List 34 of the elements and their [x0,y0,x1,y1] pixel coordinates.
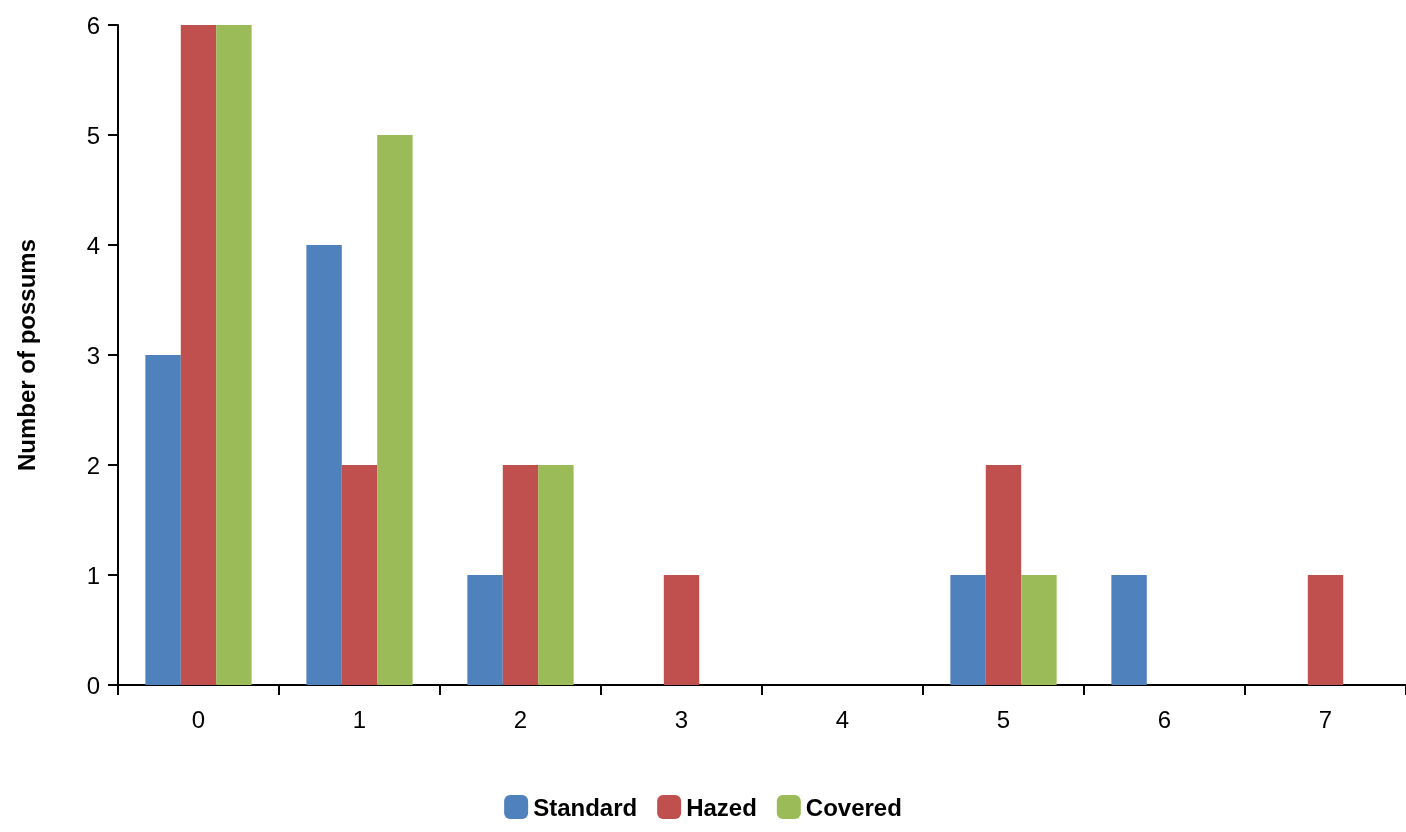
y-tick-label: 5 [86,121,100,149]
x-tick-label: 6 [1157,705,1172,733]
y-tick-label: 2 [86,451,100,479]
bar [985,465,1022,685]
bar [306,245,342,685]
bar [663,575,700,685]
x-tick-label: 1 [352,705,367,733]
bar [502,465,539,685]
x-tick-label: 4 [835,705,850,733]
bar [538,465,574,685]
x-tick-label: 0 [191,705,206,733]
x-tick-label: 7 [1318,705,1333,733]
legend-label: Standard [533,793,638,821]
bar [950,575,986,685]
bar [145,355,181,685]
y-axis-title: Number of possums [12,238,40,472]
bar [1307,575,1344,685]
y-tick-label: 1 [86,561,100,589]
y-tick-label: 0 [86,671,100,699]
bar [341,465,378,685]
y-tick-label: 3 [86,341,100,369]
bar [1021,575,1057,685]
x-tick-label: 5 [996,705,1011,733]
bar [377,135,413,685]
y-tick-label: 4 [86,231,100,259]
bar [467,575,503,685]
legend-label: Hazed [686,793,757,821]
x-tick-label: 3 [674,705,689,733]
x-tick-label: 2 [513,705,528,733]
legend-label: Covered [805,793,902,821]
y-tick-label: 6 [86,11,100,39]
bar [1111,575,1147,685]
bar [180,25,217,685]
bar [216,25,252,685]
